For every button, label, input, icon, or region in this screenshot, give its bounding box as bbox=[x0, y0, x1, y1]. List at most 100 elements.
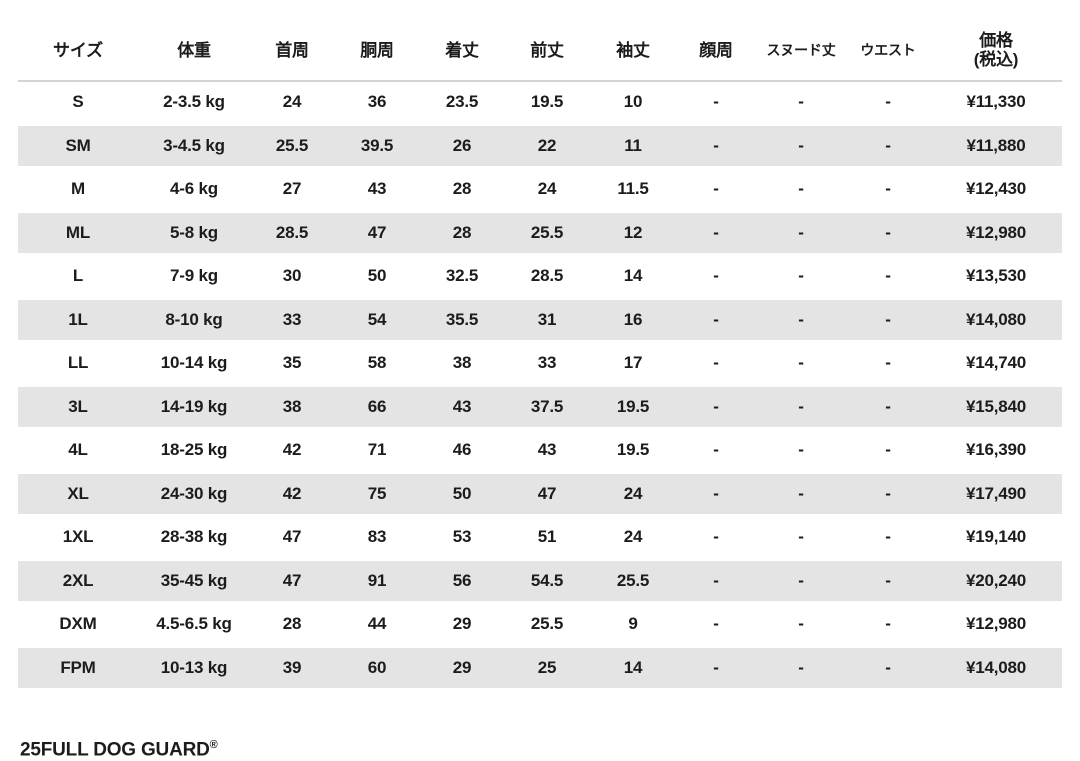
cell-sleeve-length: 9 bbox=[628, 614, 638, 633]
cell-neck: 42 bbox=[250, 470, 334, 517]
cell-girth: 36 bbox=[367, 92, 387, 111]
cell-sleeve-length: 24 bbox=[590, 470, 676, 517]
cell-face: - bbox=[676, 644, 756, 691]
cell-face: - bbox=[713, 614, 719, 633]
cell-girth: 39.5 bbox=[334, 122, 420, 169]
table-row-4l: 4L 18-25 kg 42 71 46 43 19.5 - - - ¥16,390 bbox=[18, 429, 1062, 473]
cell-weight: 28-38 kg bbox=[160, 527, 228, 546]
cell-weight: 10-14 kg bbox=[160, 353, 228, 372]
cell-waist: - bbox=[885, 614, 891, 633]
column-header-size: サイズ bbox=[18, 20, 138, 82]
cell-girth: 83 bbox=[367, 527, 387, 546]
cell-sleeve-length: 25.5 bbox=[590, 557, 676, 604]
cell-girth: 66 bbox=[334, 383, 420, 430]
cell-waist: - bbox=[846, 557, 930, 604]
cell-weight: 4-6 kg bbox=[170, 179, 218, 198]
table-row-dxm: DXM 4.5-6.5 kg 28 44 29 25.5 9 - - - ¥12,980 bbox=[18, 603, 1062, 647]
cell-weight: 10-13 kg bbox=[138, 644, 250, 691]
cell-weight: 5-8 kg bbox=[138, 209, 250, 256]
cell-neck: 28 bbox=[282, 614, 302, 633]
cell-neck: 38 bbox=[250, 383, 334, 430]
cell-waist: - bbox=[885, 179, 891, 198]
cell-back-length: 23.5 bbox=[445, 92, 479, 111]
cell-waist: - bbox=[846, 470, 930, 517]
cell-waist: - bbox=[846, 383, 930, 430]
size-chart-table: サイズ 体重 首周 胴周 着丈 前丈 袖丈 顔周 スヌード丈 ウエスト 価格 (税込) S 2-3.5 … bbox=[18, 20, 1062, 691]
cell-front-length: 24 bbox=[537, 179, 557, 198]
cell-snood-length: - bbox=[756, 122, 846, 169]
cell-girth: 91 bbox=[334, 557, 420, 604]
column-header-sleeve-length: 袖丈 bbox=[590, 20, 676, 82]
cell-girth: 75 bbox=[334, 470, 420, 517]
cell-snood-length: - bbox=[756, 209, 846, 256]
cell-back-length: 29 bbox=[420, 644, 504, 691]
cell-price: ¥15,840 bbox=[930, 383, 1062, 430]
cell-back-length: 26 bbox=[420, 122, 504, 169]
cell-snood-length: - bbox=[798, 440, 804, 459]
cell-sleeve-length: 11.5 bbox=[617, 179, 649, 198]
table-row-l: L 7-9 kg 30 50 32.5 28.5 14 - - - ¥13,530 bbox=[18, 255, 1062, 299]
cell-waist: - bbox=[885, 440, 891, 459]
cell-neck: 30 bbox=[282, 266, 302, 285]
cell-price: ¥16,390 bbox=[965, 440, 1027, 459]
cell-price: ¥14,740 bbox=[965, 353, 1027, 372]
cell-snood-length: - bbox=[798, 527, 804, 546]
cell-price: ¥14,080 bbox=[930, 644, 1062, 691]
table-row-3l: 3L 14-19 kg 38 66 43 37.5 19.5- - - ¥15,840 bbox=[18, 383, 1062, 430]
column-header-girth: 胴周 bbox=[334, 20, 420, 82]
cell-snood-length: - bbox=[756, 557, 846, 604]
cell-weight: 24-30 kg bbox=[138, 470, 250, 517]
cell-neck: 24 bbox=[282, 92, 302, 111]
cell-snood-length: - bbox=[756, 470, 846, 517]
column-header-front-length: 前丈 bbox=[504, 20, 590, 82]
cell-front-length: 33 bbox=[537, 353, 557, 372]
cell-price: ¥14,080 bbox=[930, 296, 1062, 343]
cell-back-length: 56 bbox=[420, 557, 504, 604]
cell-sleeve-length: 10 bbox=[623, 92, 643, 111]
cell-snood-length: - bbox=[756, 296, 846, 343]
table-header: サイズ 体重 首周 胴周 着丈 前丈 袖丈 顔周 スヌード丈 ウエスト 価格 (税込) bbox=[18, 20, 1062, 82]
cell-back-length: 35.5 bbox=[420, 296, 504, 343]
cell-face: - bbox=[676, 122, 756, 169]
cell-snood-length: - bbox=[798, 179, 804, 198]
column-header-neck: 首周 bbox=[250, 20, 334, 82]
cell-front-length: 51 bbox=[537, 527, 557, 546]
cell-girth: 58 bbox=[367, 353, 387, 372]
cell-girth: 71 bbox=[367, 440, 387, 459]
table-row-s: S 2-3.5 kg 24 36 23.5 19.5 10 - - - ¥11,330 bbox=[18, 81, 1062, 124]
cell-face: - bbox=[676, 209, 756, 256]
cell-snood-length: - bbox=[798, 614, 804, 633]
cell-neck: 47 bbox=[250, 557, 334, 604]
table-row-m: M 4-6 kg 27 43 28 24 11.5 - - - ¥12,430 bbox=[18, 168, 1062, 212]
cell-size: M bbox=[71, 179, 85, 198]
cell-snood-length: - bbox=[756, 644, 846, 691]
cell-back-length: 46 bbox=[452, 440, 472, 459]
cell-waist: - bbox=[885, 266, 891, 285]
column-header-price: 価格 (税込) bbox=[930, 20, 1062, 82]
cell-front-length: 25.5 bbox=[504, 209, 590, 256]
cell-face: - bbox=[713, 266, 719, 285]
cell-waist: - bbox=[846, 122, 930, 169]
cell-sleeve-length: 14 bbox=[590, 644, 676, 691]
cell-size: SM bbox=[18, 122, 138, 169]
cell-waist: - bbox=[846, 209, 930, 256]
cell-sleeve-length: 24 bbox=[623, 527, 643, 546]
cell-front-length: 22 bbox=[504, 122, 590, 169]
table-row-1xl: 1XL 28-38 kg 47 83 53 51 24 - - - ¥19,140 bbox=[18, 516, 1062, 560]
cell-back-length: 53 bbox=[452, 527, 472, 546]
cell-size: 2XL bbox=[18, 557, 138, 604]
cell-weight: 7-9 kg bbox=[170, 266, 218, 285]
cell-back-length: 29 bbox=[452, 614, 472, 633]
cell-back-length: 28 bbox=[452, 179, 472, 198]
cell-size: FPM bbox=[18, 644, 138, 691]
cell-size: 4L bbox=[68, 440, 88, 459]
cell-weight: 14-19 kg bbox=[138, 383, 250, 430]
cell-weight: 4.5-6.5 kg bbox=[156, 614, 232, 633]
cell-girth: 54 bbox=[334, 296, 420, 343]
brand-name: 25FULL DOG GUARD bbox=[20, 739, 210, 761]
cell-weight: 8-10 kg bbox=[138, 296, 250, 343]
cell-front-length: 37.5 bbox=[504, 383, 590, 430]
cell-neck: 27 bbox=[282, 179, 302, 198]
cell-back-length: 32.5 bbox=[445, 266, 479, 285]
registered-trademark-mark: ® bbox=[209, 739, 218, 751]
